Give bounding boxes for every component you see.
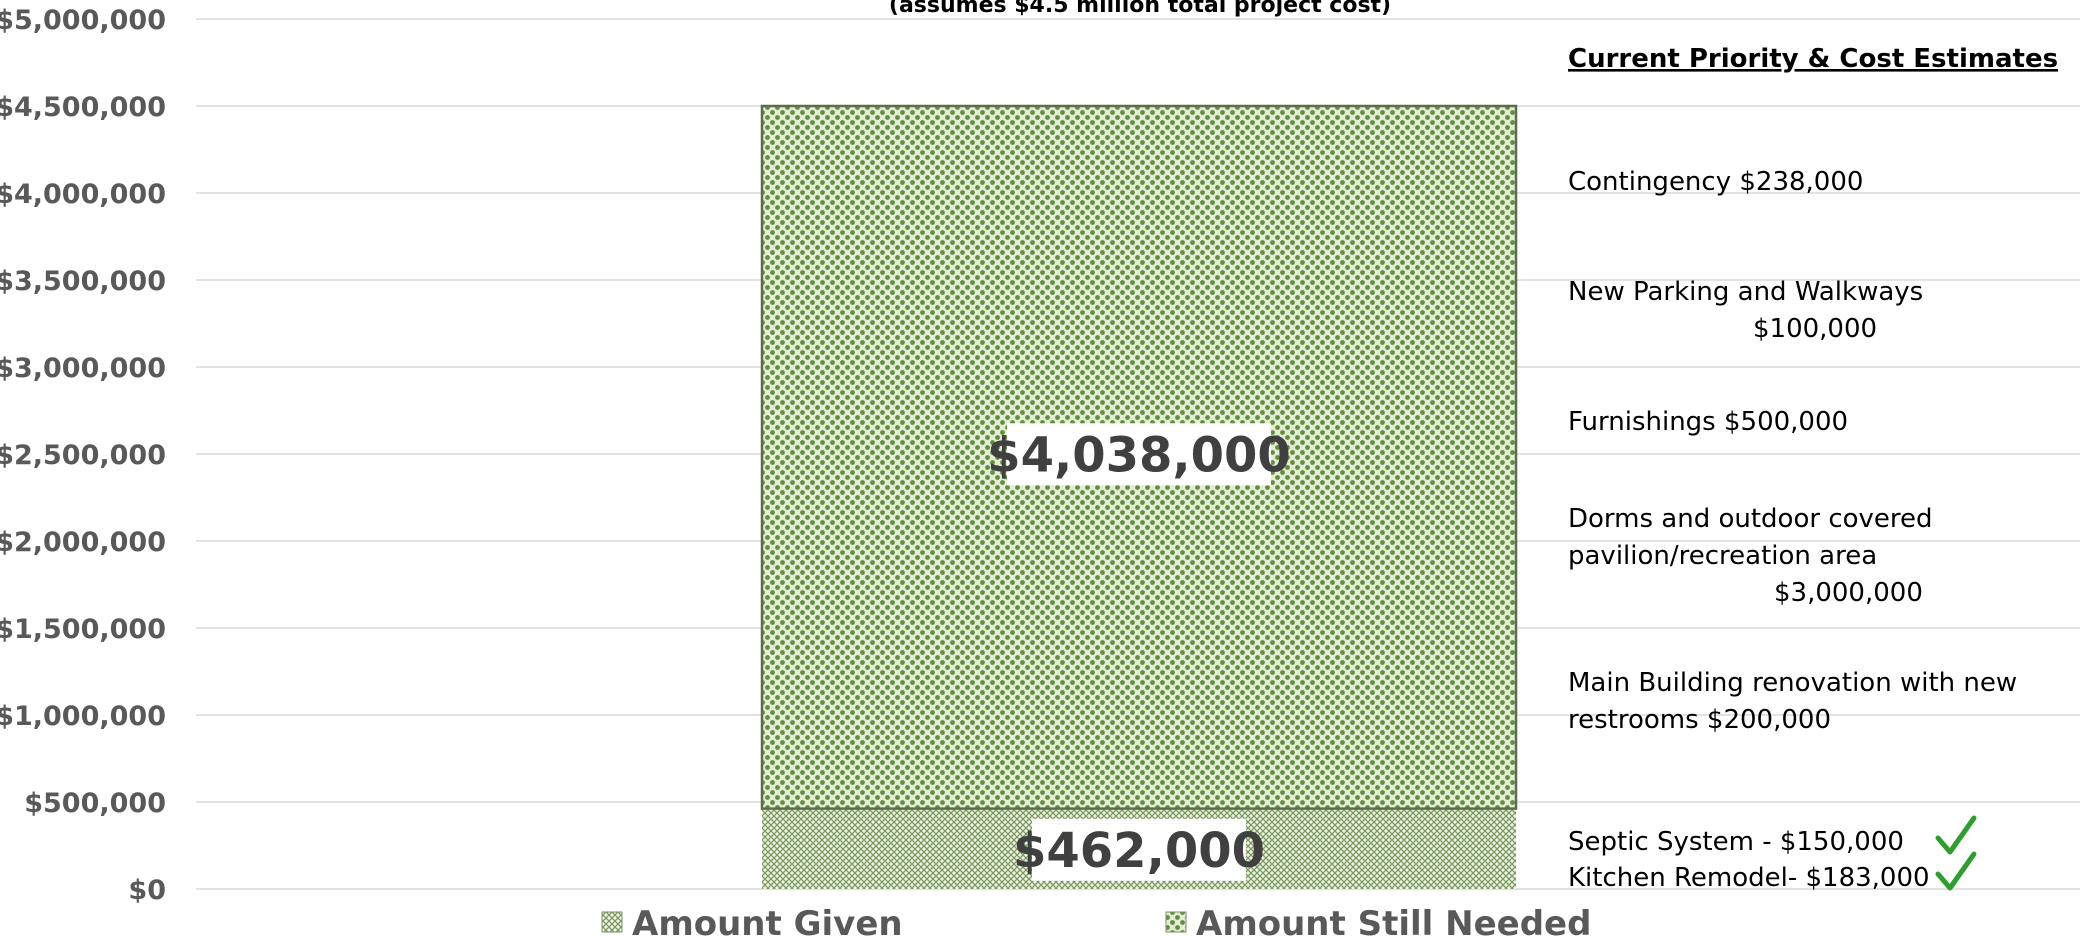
cost-item: Dorms and outdoor covered pavilion/recrea… [1568,504,1933,608]
cost-estimates-heading: Current Priority & Cost Estimates [1568,44,2058,74]
legend-item-amount-still-needed: Amount Still Needed [1165,904,1591,944]
cost-item-line: Kitchen Remodel- $183,000 [1568,863,1930,893]
cost-item: Contingency $238,000 [1568,167,1863,197]
legend-swatch [1165,911,1187,933]
legend-swatch [601,911,623,933]
y-tick-label: $4,500,000 [0,92,166,123]
cost-item-line: Contingency $238,000 [1568,167,1863,197]
y-axis: $0 $500,000 $1,000,000 $1,500,000 $2,000,000… [0,5,166,906]
legend-label: Amount Still Needed [1196,904,1591,944]
checkmark-icon [1935,815,1977,855]
cost-item: Main Building renovation with new restroo… [1568,668,2017,735]
data-label-amount-given: $462,000 [1013,818,1265,881]
data-label-box [1032,818,1246,881]
y-tick-label: $1,000,000 [0,701,166,732]
y-tick-label: $5,000,000 [0,5,166,36]
bars [760,104,1518,889]
cost-item: New Parking and Walkways $100,000 [1568,277,1923,344]
chart-subtitle: (assumes $4.5 million total project cost… [889,0,1391,18]
y-tick-label: $3,000,000 [0,353,166,384]
legend: Amount Given Amount Still Needed [601,904,1591,944]
legend-item-amount-given: Amount Given [601,904,903,944]
y-tick-label: $3,500,000 [0,266,166,297]
y-tick-label: $2,500,000 [0,440,166,471]
cost-item-line: Septic System - $150,000 [1568,827,1904,857]
y-tick-label: $500,000 [24,788,166,819]
cost-item: Kitchen Remodel- $183,000 [1568,851,1977,893]
cost-item: Septic System - $150,000 [1568,815,1977,857]
checkmark-icon [1935,851,1977,891]
y-tick-label: $0 [128,875,166,906]
y-tick-label: $1,500,000 [0,614,166,645]
data-label-text: $4,038,000 [987,427,1291,483]
data-label-amount-still-needed: $4,038,000 [987,423,1291,486]
cost-estimates-panel: Current Priority & Cost Estimates Contin… [1568,44,2058,893]
data-label-text: $462,000 [1013,823,1265,879]
cost-item-line: New Parking and Walkways [1568,277,1923,307]
cost-item-line: Furnishings $500,000 [1568,407,1848,437]
legend-label: Amount Given [632,904,903,944]
cost-item-line: pavilion/recreation area [1568,541,1877,571]
y-tick-label: $2,000,000 [0,527,166,558]
cost-item-line: $100,000 [1753,314,1877,344]
cost-item: Furnishings $500,000 [1568,407,1848,437]
data-label-box [1007,423,1271,486]
cost-item-line: Dorms and outdoor covered [1568,504,1933,534]
cost-item-line: restrooms $200,000 [1568,705,1831,735]
y-tick-label: $4,000,000 [0,179,166,210]
data-labels: $462,000 $4,038,000 [987,423,1291,881]
cost-item-line: $3,000,000 [1774,578,1923,608]
cost-item-line: Main Building renovation with new [1568,668,2017,698]
